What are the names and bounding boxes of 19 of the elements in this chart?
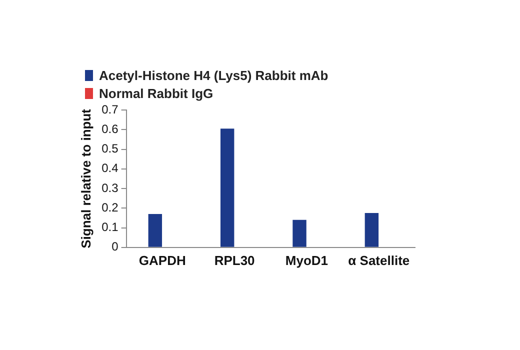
y-tick-label: 0.2 [102, 200, 119, 214]
legend-label: Acetyl-Histone H4 (Lys5) Rabbit mAb [99, 68, 328, 82]
x-tick-label: RPL30 [214, 252, 255, 268]
legend-label: Normal Rabbit IgG [99, 86, 214, 100]
y-tick-label: 0.1 [102, 220, 119, 234]
y-tick-label: 0.3 [102, 180, 119, 195]
y-tick-label: 0.5 [102, 142, 119, 156]
bar [364, 213, 379, 247]
x-tick-label: MyoD1 [285, 252, 328, 268]
y-axis-title: Signal relative to input [78, 108, 94, 248]
bar [292, 220, 306, 247]
y-tick-label: 0.6 [102, 122, 119, 136]
x-tick-label: α Satellite [348, 252, 410, 268]
y-tick-label: 0.7 [102, 102, 119, 116]
bar [220, 128, 234, 247]
x-tick-label: GAPDH [138, 252, 186, 268]
bar [148, 214, 162, 247]
y-tick-label: 0 [112, 240, 119, 254]
y-tick-label: 0.4 [102, 161, 119, 176]
